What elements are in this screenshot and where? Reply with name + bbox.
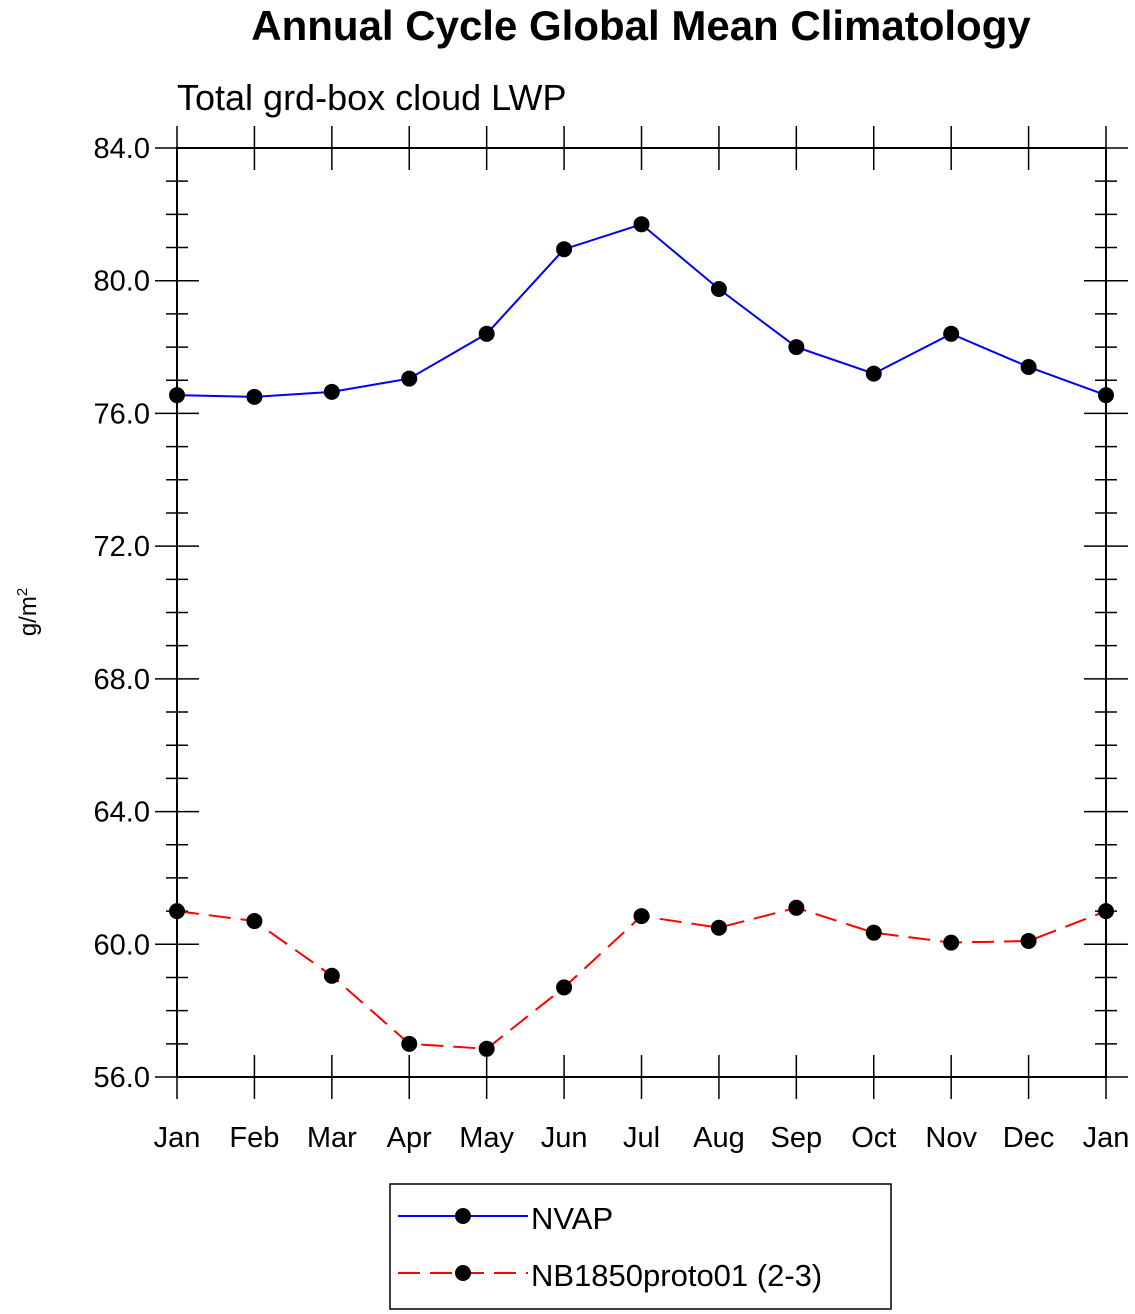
- series-line: [176, 906, 1107, 1050]
- y-axis-label-exponent: 2: [14, 588, 31, 596]
- x-tick-label: Sep: [771, 1122, 823, 1154]
- data-point: [169, 903, 185, 920]
- legend-box: [389, 1183, 892, 1310]
- x-tick-label: Feb: [229, 1122, 279, 1154]
- series-layer: [169, 216, 1114, 1057]
- x-tick-label: Mar: [307, 1122, 357, 1154]
- data-point: [246, 913, 263, 930]
- data-point: [710, 281, 727, 298]
- y-tick-label: 60.0: [94, 929, 150, 961]
- data-point: [556, 979, 573, 996]
- chart-subtitle: Total grd-box cloud LWP: [177, 77, 567, 118]
- series-line: [176, 223, 1107, 398]
- x-tick-label: Jan: [154, 1122, 201, 1154]
- data-point: [633, 908, 650, 925]
- legend-entry-nb1850proto01: NB1850proto01 (2-3): [398, 1258, 822, 1293]
- x-tick-label: May: [459, 1122, 514, 1154]
- data-point: [478, 1040, 495, 1057]
- data-point: [323, 383, 340, 400]
- data-point: [633, 216, 650, 233]
- legend-marker-nb1850proto01: [455, 1265, 471, 1281]
- y-tick-label: 64.0: [94, 797, 150, 829]
- legend-entry-nvap: NVAP: [398, 1201, 613, 1236]
- data-point: [478, 325, 495, 342]
- series-0: [169, 216, 1114, 405]
- legend: NVAP NB1850proto01 (2-3): [389, 1183, 892, 1310]
- y-axis-label: g/m2: [14, 588, 42, 636]
- y-tick-label: 84.0: [94, 133, 150, 165]
- data-point: [710, 919, 727, 936]
- data-point: [401, 370, 418, 387]
- data-point: [788, 339, 805, 356]
- x-tick-label: Dec: [1003, 1122, 1055, 1154]
- data-point: [1098, 903, 1114, 920]
- x-tick-label: Apr: [387, 1122, 432, 1154]
- data-point: [788, 899, 805, 916]
- legend-marker-nvap: [455, 1208, 471, 1224]
- y-tick-label: 76.0: [94, 398, 150, 430]
- x-tick-label: Oct: [851, 1122, 896, 1154]
- x-tick-label: Aug: [693, 1122, 745, 1154]
- y-axis-label-unit: g/m: [15, 596, 42, 636]
- data-point: [943, 934, 960, 951]
- data-point: [943, 325, 960, 342]
- y-tick-label: 68.0: [94, 664, 150, 696]
- data-point: [401, 1035, 418, 1052]
- data-point: [169, 387, 185, 404]
- y-tick-label: 72.0: [94, 531, 150, 563]
- series-1: [169, 899, 1114, 1057]
- chart-title: Annual Cycle Global Mean Climatology: [251, 2, 1031, 49]
- data-point: [1098, 387, 1114, 404]
- y-tick-label: 56.0: [94, 1062, 150, 1094]
- x-tick-label: Nov: [925, 1122, 977, 1154]
- x-tick-label: Jul: [623, 1122, 660, 1154]
- data-point: [1020, 932, 1037, 949]
- y-tick-label: 80.0: [94, 266, 150, 298]
- data-point: [246, 388, 263, 405]
- plot-frame: [176, 147, 1107, 1078]
- data-point: [1020, 358, 1037, 375]
- x-tick-label: Jan: [1083, 1122, 1130, 1154]
- data-point: [865, 365, 882, 382]
- data-point: [865, 924, 882, 941]
- data-point: [556, 241, 573, 258]
- x-tick-label: Jun: [541, 1122, 588, 1154]
- data-point: [323, 967, 340, 984]
- legend-label-nb1850proto01: NB1850proto01 (2-3): [531, 1258, 822, 1293]
- legend-label-nvap: NVAP: [531, 1201, 613, 1236]
